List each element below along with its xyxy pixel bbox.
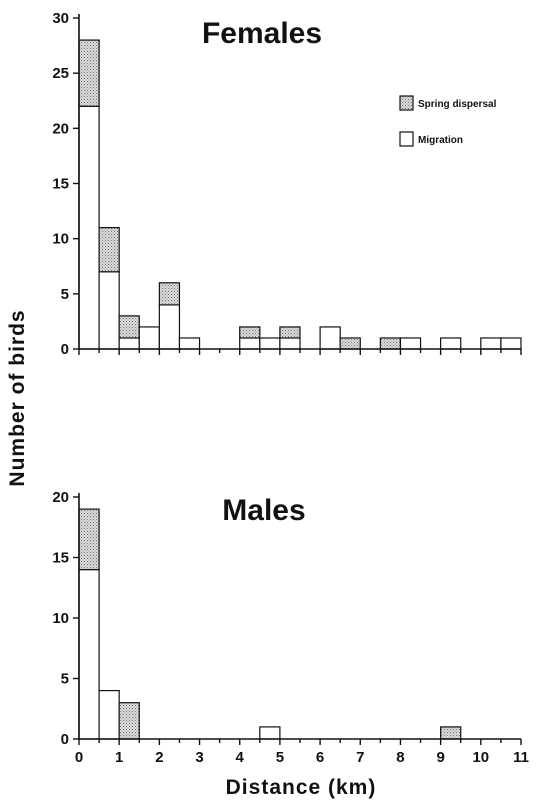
- males-bars: [78, 508, 462, 740]
- females-bar-spring: [339, 337, 361, 350]
- males-x-tick-label: 3: [195, 749, 203, 766]
- males-x-tick-label: 5: [276, 749, 284, 766]
- females-bar-migration: [239, 337, 261, 350]
- males-y-tick-label: 20: [52, 489, 69, 506]
- males-y-tick-label: 5: [61, 671, 69, 688]
- legend-swatch-migration: [399, 131, 414, 147]
- males-x-tick-label: 1: [115, 749, 123, 766]
- females-bar-spring: [379, 337, 402, 350]
- females-bar-migration: [178, 337, 201, 350]
- males-x-tick-label: 0: [75, 749, 83, 766]
- males-x-tick-label: 2: [155, 749, 163, 766]
- males-bar-spring: [78, 508, 100, 571]
- females-bars: [78, 39, 522, 350]
- males-y-tick-label: 0: [61, 731, 69, 748]
- males-y-tick-label: 15: [52, 550, 69, 567]
- females-bar-migration: [78, 105, 100, 350]
- legend: Spring dispersal Migration: [399, 95, 497, 147]
- females-bar-migration: [500, 337, 522, 350]
- females-bar-spring: [239, 326, 261, 339]
- females-bar-migration: [480, 337, 502, 350]
- females-bar-migration: [138, 326, 160, 350]
- males-x-tick-label: 9: [436, 749, 444, 766]
- females-axes: 0 5 10 15 20 25 30: [52, 10, 522, 358]
- males-bar-migration: [259, 726, 281, 740]
- females-bar-migration: [158, 304, 181, 350]
- females-y-tick-label: 5: [61, 286, 69, 303]
- males-x-tick-label: 4: [236, 749, 245, 766]
- females-y-tick-label: 25: [52, 65, 69, 82]
- males-x-tick-label: 6: [316, 749, 324, 766]
- males-bar-spring: [440, 726, 462, 740]
- females-chart: Females 0 5 10 15 20 25 30 Spring dispersal Mi…: [52, 10, 522, 358]
- females-bar-migration: [440, 337, 462, 350]
- males-bar-spring: [118, 702, 140, 740]
- legend-label-spring: Spring dispersal: [418, 99, 497, 110]
- females-bar-migration: [279, 337, 301, 350]
- y-axis-title: Number of birds: [6, 309, 29, 486]
- males-bar-migration: [98, 689, 120, 740]
- males-x-tick-label: 7: [356, 749, 364, 766]
- females-bar-spring: [98, 227, 120, 273]
- females-bar-spring: [118, 315, 140, 339]
- females-bar-migration: [399, 337, 422, 350]
- females-bar-migration: [319, 326, 341, 350]
- males-chart: Males 0 5 10 15 20 0 1 2 3 4 5 6 7 8 9 10 11: [52, 489, 529, 766]
- females-title: Females: [202, 17, 322, 50]
- males-x-tick-label: 8: [396, 749, 404, 766]
- males-axes: 0 5 10 15 20 0 1 2 3 4 5 6 7 8 9 10 11: [52, 489, 529, 766]
- females-bar-migration: [98, 271, 120, 350]
- females-bar-migration: [259, 337, 281, 350]
- females-bar-spring: [158, 282, 181, 306]
- legend-label-migration: Migration: [418, 135, 463, 146]
- legend-swatch-spring: [399, 95, 414, 111]
- males-x-tick-label: 11: [513, 749, 529, 766]
- females-bar-spring: [78, 39, 100, 107]
- males-title: Males: [222, 494, 305, 527]
- males-x-tick-label: 10: [472, 749, 489, 766]
- females-bar-migration: [118, 337, 140, 350]
- females-y-tick-label: 15: [52, 176, 69, 193]
- females-y-tick-label: 30: [52, 10, 69, 27]
- females-y-tick-label: 10: [52, 231, 69, 248]
- females-y-tick-label: 20: [52, 120, 69, 137]
- males-bar-migration: [78, 568, 100, 740]
- females-y-tick-label: 0: [61, 341, 69, 358]
- x-axis-title: Distance (km): [226, 776, 377, 799]
- females-bar-spring: [279, 326, 301, 339]
- males-y-tick-label: 10: [52, 610, 69, 627]
